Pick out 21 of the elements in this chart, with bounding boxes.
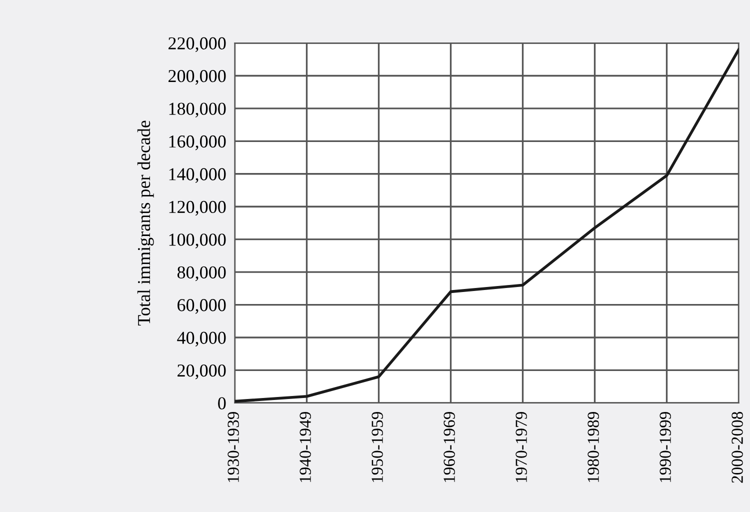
y-tick-label: 20,000 — [178, 364, 226, 380]
y-tick-label: 160,000 — [169, 135, 226, 150]
x-tick-label: 1930-1939 — [228, 412, 239, 482]
x-tick-label: 1960-1969 — [444, 412, 455, 482]
y-tick-label: 0 — [218, 397, 226, 410]
y-tick-label: 180,000 — [169, 102, 226, 118]
y-tick-label: 120,000 — [169, 200, 226, 216]
x-tick-label: 1980-1989 — [588, 412, 599, 482]
y-tick-label: 60,000 — [178, 299, 226, 314]
y-tick-label: 220,000 — [168, 37, 226, 52]
y-tick-label: 140,000 — [169, 168, 226, 183]
y-tick-label: 100,000 — [169, 234, 226, 248]
y-tick-label: 80,000 — [177, 266, 226, 282]
x-tick-label: 2000-2008 — [732, 412, 743, 483]
y-tick-label: 200,000 — [168, 70, 226, 85]
x-tick-label: 1970-1979 — [516, 412, 527, 482]
y-tick-label: 40,000 — [177, 332, 226, 347]
x-tick-label: 1940-1949 — [300, 412, 311, 482]
x-tick-label: 1950-1959 — [372, 412, 383, 482]
y-axis-title: Total immigrants per decade — [137, 120, 154, 326]
x-tick-label: 1990-1999 — [660, 412, 671, 482]
